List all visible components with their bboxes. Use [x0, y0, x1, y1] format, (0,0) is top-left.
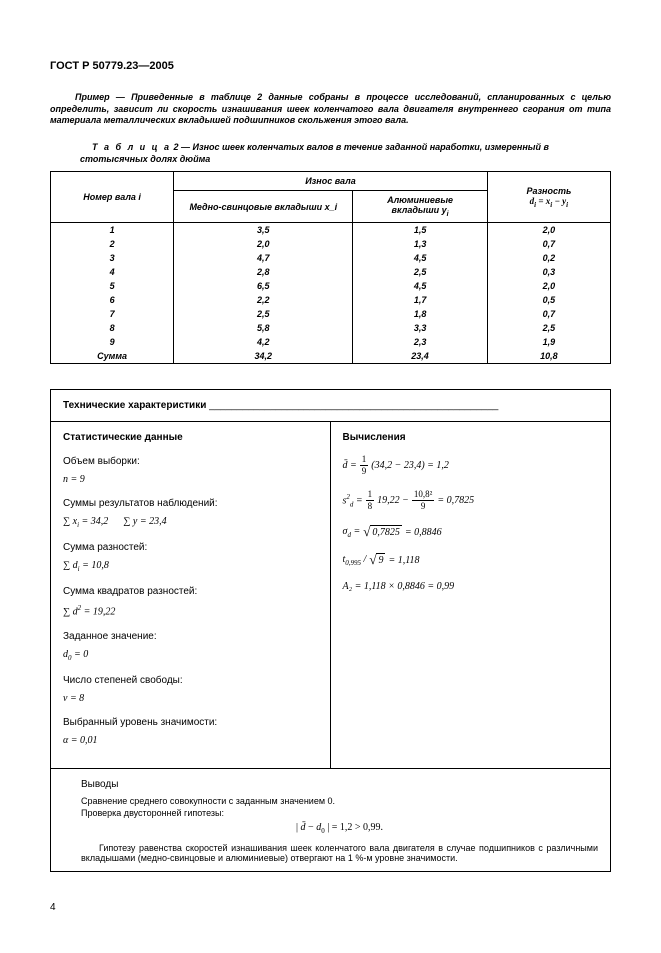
- document-header: ГОСТ Р 50779.23—2005: [50, 60, 611, 72]
- calc-panel: Вычисления d̄ = 19 (34,2 − 23,4) = 1,2 s…: [331, 422, 611, 767]
- calc-t: t0,995 / √9 = 1,118: [343, 553, 599, 567]
- alpha-label: Выбранный уровень значимости:: [63, 716, 318, 729]
- table-cell-i: 5: [51, 279, 174, 293]
- table-cell-y: 1,3: [353, 237, 487, 251]
- data-table: Номер вала i Износ вала Разность di = xi…: [50, 171, 611, 364]
- tech-heading-label: Технические характеристики: [63, 400, 206, 411]
- table-cell-i: 1: [51, 223, 174, 238]
- calc-s2: s2d = 18 19,22 − 10,8²9 = 0,7825: [343, 490, 599, 511]
- table-cell-x: 6,5: [174, 279, 353, 293]
- table-caption: Т а б л и ц а 2 — Износ шеек коленчатых …: [80, 142, 581, 165]
- table-cell-y: 1,8: [353, 307, 487, 321]
- table-cell-i: 9: [51, 335, 174, 349]
- table-cell-d: 1,9: [487, 335, 610, 349]
- example-paragraph: Пример — Приведенные в таблице 2 данные …: [50, 92, 611, 127]
- col-shaft-number: Номер вала i: [51, 172, 174, 223]
- sums-expr: ∑ xi = 34,2 ∑ y = 23,4: [63, 516, 318, 529]
- sum-label: Сумма: [51, 349, 174, 364]
- dof-label: Число степеней свободы:: [63, 674, 318, 687]
- col-diff-line1: Разность: [494, 186, 604, 196]
- conclusion-formula: | d̄ − d0 | = 1,2 > 0,99.: [81, 822, 598, 835]
- table-cell-d: 0,3: [487, 265, 610, 279]
- calc-heading: Вычисления: [343, 432, 599, 443]
- col-aluminum: Алюминиевыевкладыши yi: [353, 191, 487, 223]
- given-label: Заданное значение:: [63, 630, 318, 643]
- conclusions-panel: Выводы Сравнение среднего совокупности с…: [51, 769, 610, 871]
- table-caption-prefix: Т а б л и ц а: [92, 142, 171, 152]
- col-difference: Разность di = xi − yi: [487, 172, 610, 223]
- table-cell-y: 1,7: [353, 293, 487, 307]
- conclusion-line1: Сравнение среднего совокупности с заданн…: [81, 796, 598, 806]
- characteristics-box: Технические характеристики _____________…: [50, 389, 611, 871]
- sum-d: 10,8: [487, 349, 610, 364]
- table-cell-i: 6: [51, 293, 174, 307]
- table-cell-d: 2,5: [487, 321, 610, 335]
- table-cell-x: 2,0: [174, 237, 353, 251]
- table-cell-i: 8: [51, 321, 174, 335]
- conclusion-line2: Проверка двусторонней гипотезы:: [81, 808, 598, 818]
- table-cell-y: 4,5: [353, 279, 487, 293]
- table-cell-d: 2,0: [487, 223, 610, 238]
- table-cell-x: 2,2: [174, 293, 353, 307]
- sum-d2-expr: ∑ d2 = 19,22: [63, 604, 318, 617]
- col-diff-line2: di = xi − yi: [494, 196, 604, 209]
- calc-dbar: d̄ = 19 (34,2 − 23,4) = 1,2: [343, 455, 599, 476]
- table-cell-d: 0,7: [487, 237, 610, 251]
- table-cell-y: 3,3: [353, 321, 487, 335]
- col-group-wear: Износ вала: [174, 172, 488, 191]
- table-cell-x: 5,8: [174, 321, 353, 335]
- table-cell-x: 2,5: [174, 307, 353, 321]
- tech-heading-row: Технические характеристики _____________…: [51, 390, 610, 422]
- table-cell-i: 4: [51, 265, 174, 279]
- table-cell-y: 1,5: [353, 223, 487, 238]
- conclusions-heading: Выводы: [81, 779, 598, 790]
- col-copper-lead: Медно-свинцовые вкладыши x_i: [174, 191, 353, 223]
- vol-label: Объем выборки:: [63, 455, 318, 468]
- sum-d2-label: Сумма квадратов разностей:: [63, 585, 318, 598]
- table-cell-i: 7: [51, 307, 174, 321]
- table-cell-x: 2,8: [174, 265, 353, 279]
- sum-x: 34,2: [174, 349, 353, 364]
- dof-expr: ν = 8: [63, 693, 318, 704]
- table-cell-y: 2,5: [353, 265, 487, 279]
- given-expr: d0 = 0: [63, 649, 318, 662]
- stats-heading: Статистические данные: [63, 432, 318, 443]
- sum-d-expr: ∑ di = 10,8: [63, 560, 318, 573]
- page: ГОСТ Р 50779.23—2005 Пример — Приведенны…: [0, 0, 661, 953]
- table-cell-x: 4,2: [174, 335, 353, 349]
- table-cell-x: 3,5: [174, 223, 353, 238]
- table-cell-x: 4,7: [174, 251, 353, 265]
- alpha-expr: α = 0,01: [63, 735, 318, 746]
- table-cell-i: 3: [51, 251, 174, 265]
- conclusion-final: Гипотезу равенства скоростей изнашивания…: [81, 843, 598, 863]
- calc-sigma: σd = √0,7825 = 0,8846: [343, 525, 599, 539]
- stats-panel: Статистические данные Объем выборки: n =…: [51, 422, 331, 767]
- table-cell-d: 2,0: [487, 279, 610, 293]
- sum-y: 23,4: [353, 349, 487, 364]
- table-cell-i: 2: [51, 237, 174, 251]
- sum-d-label: Сумма разностей:: [63, 541, 318, 554]
- sums-label: Суммы результатов наблюдений:: [63, 497, 318, 510]
- table-cell-d: 0,7: [487, 307, 610, 321]
- vol-value: n = 9: [63, 474, 318, 485]
- table-cell-d: 0,2: [487, 251, 610, 265]
- table-cell-y: 2,3: [353, 335, 487, 349]
- table-cell-d: 0,5: [487, 293, 610, 307]
- calc-A: A₂ = 1,118 × 0,8846 = 0,99: [343, 581, 599, 592]
- page-number: 4: [50, 902, 611, 913]
- table-cell-y: 4,5: [353, 251, 487, 265]
